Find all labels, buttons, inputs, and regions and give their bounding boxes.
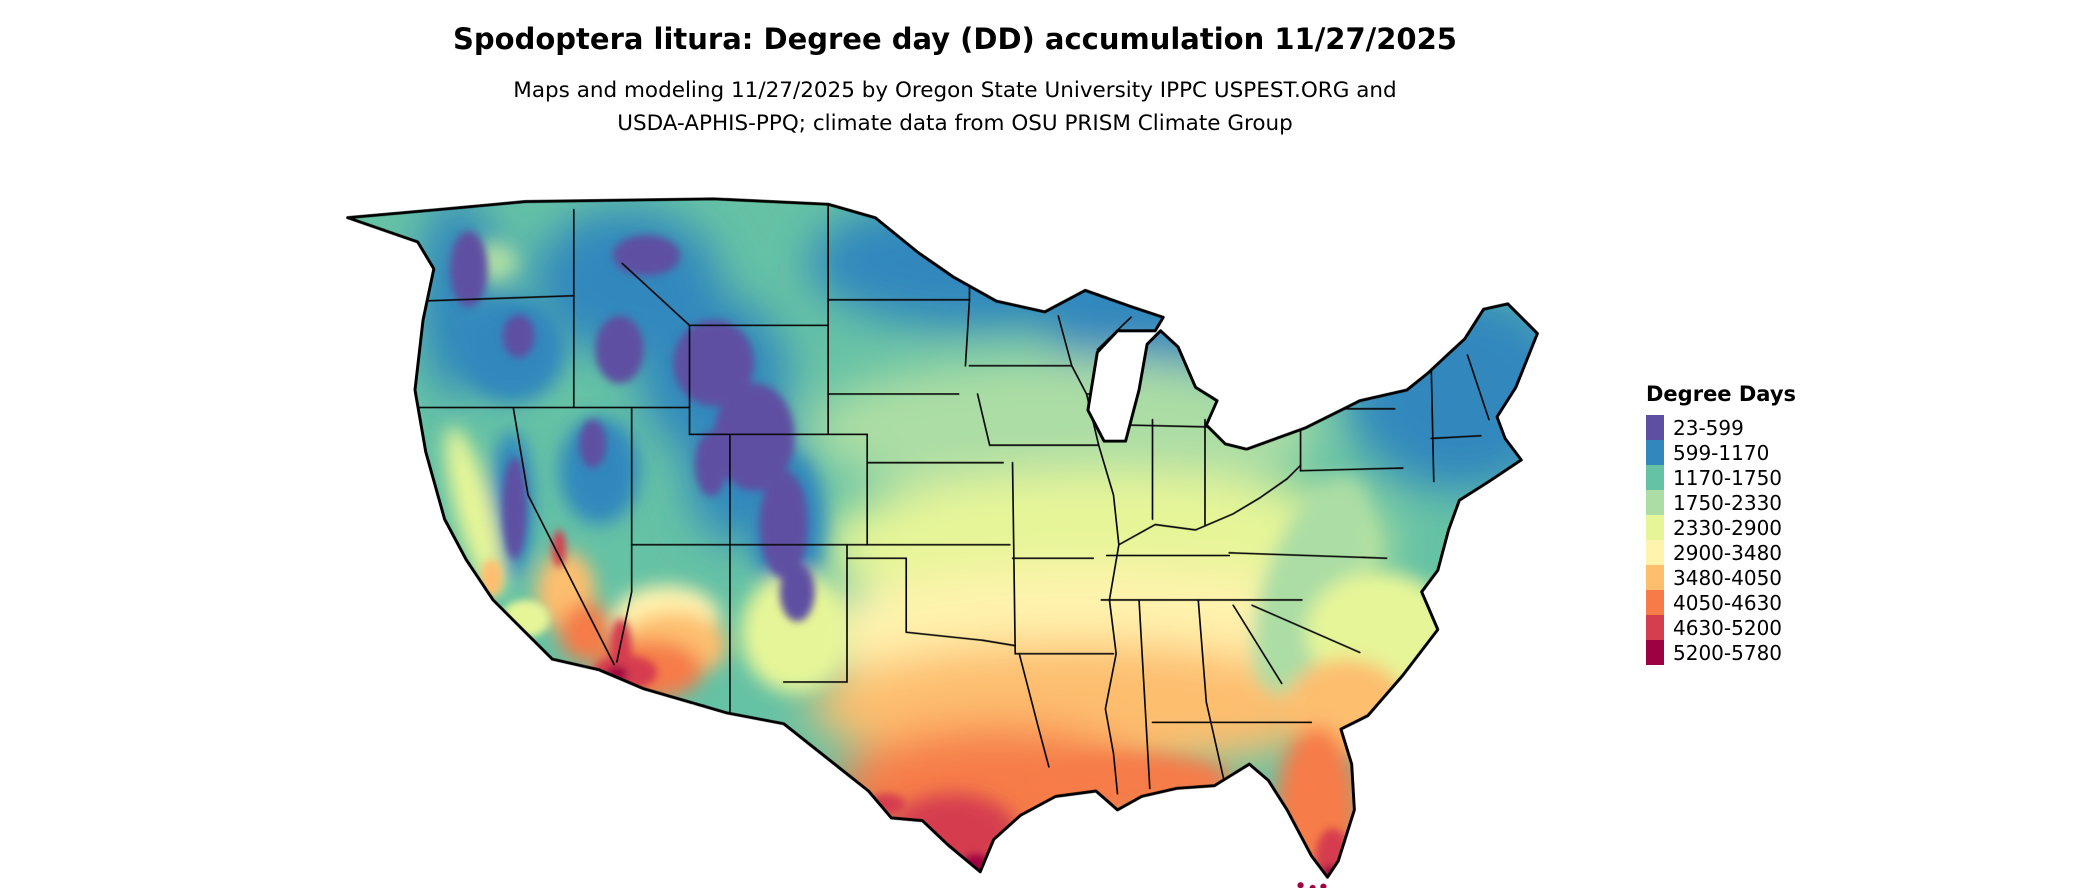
us-degree-day-map	[310, 188, 1602, 888]
legend-item-label: 3480-4050	[1673, 565, 1783, 590]
legend-item-label: 599-1170	[1673, 440, 1770, 465]
subtitle-line-2: USDA-APHIS-PPQ; climate data from OSU PR…	[617, 111, 1293, 137]
legend-items: 23-599 599-1170 1170-1750 1750-2330 2330-290…	[1646, 415, 1796, 665]
us-map-svg	[346, 197, 1539, 888]
legend-item: 23-599	[1646, 415, 1796, 440]
legend-item: 5200-5780	[1646, 640, 1796, 665]
legend-swatch	[1646, 515, 1664, 540]
legend-item-label: 5200-5780	[1673, 640, 1783, 665]
florida-keys	[1297, 882, 1327, 888]
legend-title: Degree Days	[1646, 382, 1797, 406]
legend-item-label: 4050-4630	[1673, 590, 1783, 615]
subtitle-line-1: Maps and modeling 11/27/2025 by Oregon S…	[513, 78, 1397, 103]
legend-swatch	[1646, 565, 1664, 590]
header: Spodoptera litura: Degree day (DD) accum…	[0, 22, 1910, 141]
legend-swatch	[1646, 640, 1664, 665]
legend-item-label: 2330-2900	[1673, 515, 1783, 540]
page-title: Spodoptera litura: Degree day (DD) accum…	[453, 22, 1457, 56]
legend-item: 3480-4050	[1646, 565, 1796, 590]
legend-swatch	[1646, 590, 1664, 615]
page-subtitle: Maps and modeling 11/27/2025 by Oregon S…	[0, 74, 1910, 141]
legend-item-label: 1750-2330	[1673, 490, 1783, 515]
legend-item: 1170-1750	[1646, 465, 1796, 490]
degree-day-raster	[347, 198, 1538, 878]
legend-swatch	[1646, 440, 1664, 465]
legend-item: 2330-2900	[1646, 515, 1796, 540]
legend-swatch	[1646, 415, 1664, 440]
legend-item: 4630-5200	[1646, 615, 1796, 640]
legend-item-label: 2900-3480	[1673, 540, 1783, 565]
state-borders	[416, 203, 1490, 795]
legend-item-label: 23-599	[1673, 415, 1744, 440]
legend-swatch	[1646, 465, 1664, 490]
legend-item-label: 1170-1750	[1673, 465, 1783, 490]
us-outline	[346, 197, 1539, 879]
legend-item: 1750-2330	[1646, 490, 1796, 515]
legend-swatch	[1646, 615, 1664, 640]
legend: Degree Days 23-599 599-1170 1170-1750 1750-…	[1646, 382, 1796, 665]
legend-swatch	[1646, 540, 1664, 565]
legend-item: 4050-4630	[1646, 590, 1796, 615]
legend-item-label: 4630-5200	[1673, 615, 1783, 640]
legend-item: 2900-3480	[1646, 540, 1796, 565]
legend-item: 599-1170	[1646, 440, 1796, 465]
legend-swatch	[1646, 490, 1664, 515]
